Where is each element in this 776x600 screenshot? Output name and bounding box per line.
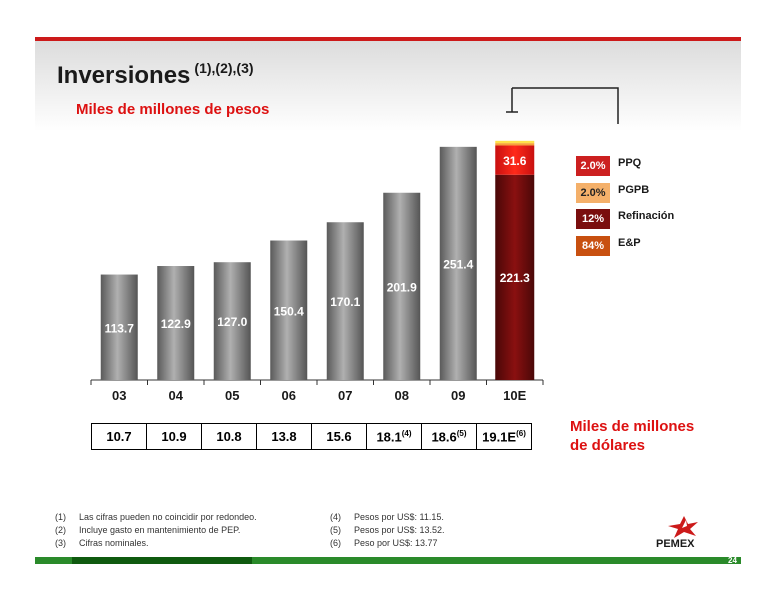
usd-footnote-ref: (4) [401,428,412,438]
legend-swatch: 2.0% [576,156,610,176]
legend-swatch: 84% [576,236,610,256]
footnotes-left: (1) Las cifras pueden no coincidir por re… [55,511,257,550]
bar-label-03: 113.7 [105,321,135,335]
usd-value: 10.9 [161,429,187,444]
bar-label-08: 201.9 [387,280,417,294]
bar-label-10E-ep: 221.3 [500,271,530,285]
x-tick-label-03: 03 [112,388,126,403]
usd-cell: 10.8 [201,423,257,450]
usd-label: Miles de millones de dólares [570,417,694,455]
footnote: (5) Pesos por US$: 13.52. [330,524,445,537]
bar-08 [383,192,421,380]
bar-label-05: 127.0 [217,315,247,329]
usd-cell: 15.6 [311,423,367,450]
footnote-number: (6) [330,538,341,548]
top-red-rule [35,37,741,41]
page-title: Inversiones (1),(2),(3) [57,60,254,90]
page-number: 24 [728,556,737,565]
usd-value: 18.6 [431,429,457,445]
usd-cell: 13.8 [256,423,312,450]
x-tick-label-10E: 10E [503,388,526,403]
x-tick-label-07: 07 [338,388,352,403]
footnote-text: Las cifras pueden no coincidir por redon… [79,512,257,522]
legend-swatch: 2.0% [576,183,610,203]
usd-cell: 10.9 [146,423,202,450]
bar-label-06: 150.4 [274,304,304,318]
footnote-text: Peso por US$: 13.77 [354,538,438,548]
bar-09 [439,146,477,380]
bar-10E-segment-ep [495,174,535,380]
usd-cell: 18.6(5) [421,423,477,450]
header-band [35,41,741,131]
usd-value: 19.1E [482,429,517,445]
pemex-logo: PEMEX [656,514,710,554]
usd-cell: 18.1(4) [366,423,422,450]
legend-label: Refinación [618,210,675,222]
footnote-number: (1) [55,512,66,522]
usd-value: 18.1 [376,429,402,445]
usd-footnote-ref: (6) [516,428,526,438]
footnote-text: Pesos por US$: 13.52. [354,525,445,535]
footnotes-right: (4) Pesos por US$: 11.15. (5) Pesos por US$… [330,511,445,550]
usd-label-line1: Miles de millones [570,418,695,435]
footnote: (2) Incluye gasto en mantenimiento de PEP… [55,524,257,537]
bar-07 [326,222,364,380]
bar-05 [213,262,251,380]
usd-row: 10.7 10.9 10.8 13.8 15.6 18.1(4) 18.6(5) 19.1E(… [91,423,532,450]
x-tick-label-06: 06 [282,388,296,403]
bar-06 [270,240,308,380]
usd-value: 15.6 [326,429,352,444]
usd-table: 10.7 10.9 10.8 13.8 15.6 18.1(4) 18.6(5) 19.1E(… [91,423,532,450]
bracket-line [512,87,619,124]
footer-bar-accent [72,557,252,564]
bar-label-09: 251.4 [443,257,473,271]
footnote-number: (4) [330,512,341,522]
footnote-number: (5) [330,525,341,535]
x-tick-label-08: 08 [395,388,409,403]
footnote-text: Incluye gasto en mantenimiento de PEP. [79,525,241,535]
footnote-text: Cifras nominales. [79,538,149,548]
x-tick-label-04: 04 [169,388,184,403]
usd-value: 13.8 [271,429,297,444]
usd-value: 10.8 [216,429,242,444]
bar-10E-segment-ppq [495,140,535,144]
footnote: (4) Pesos por US$: 11.15. [330,511,445,524]
chart-subtitle: Miles de millones de pesos [76,101,270,118]
legend-label: PGPB [618,184,650,196]
bar-label-04: 122.9 [161,317,191,331]
pemex-logo-text: PEMEX [656,538,695,550]
title-footnote-refs: (1),(2),(3) [194,60,254,76]
bar-03 [100,274,138,380]
bar-label-07: 170.1 [330,295,360,309]
legend-swatch: 12% [576,209,610,229]
usd-value: 10.7 [106,429,132,444]
bar-04 [157,266,195,380]
x-tick-label-05: 05 [225,388,239,403]
bar-chart: 113.7 03 122.9 04 127.0 05 150.4 06 170.1 07 201.9… [90,87,619,403]
pemex-eagle-icon [668,516,698,538]
footnote: (6) Peso por US$: 13.77 [330,537,445,550]
footnote: (3) Cifras nominales. [55,537,257,550]
usd-label-line2: de dólares [570,437,646,454]
bar-10E-segment-refinacin [495,145,535,175]
footnote-text: Pesos por US$: 11.15. [354,512,444,522]
x-tick-label-09: 09 [451,388,465,403]
bar-label-10E-refinacion: 31.6 [503,154,527,168]
legend-label: E&P [618,237,641,249]
footnote: (1) Las cifras pueden no coincidir por re… [55,511,257,524]
usd-cell: 10.7 [91,423,147,450]
bar-10E-segment-pgpb [495,143,535,146]
footnote-number: (3) [55,538,66,548]
usd-footnote-ref: (5) [456,428,467,438]
usd-cell: 19.1E(6) [476,423,532,450]
legend-label: PPQ [618,157,642,169]
page-title-text: Inversiones [57,62,191,89]
footnote-number: (2) [55,525,66,535]
footer-bar [35,557,741,564]
